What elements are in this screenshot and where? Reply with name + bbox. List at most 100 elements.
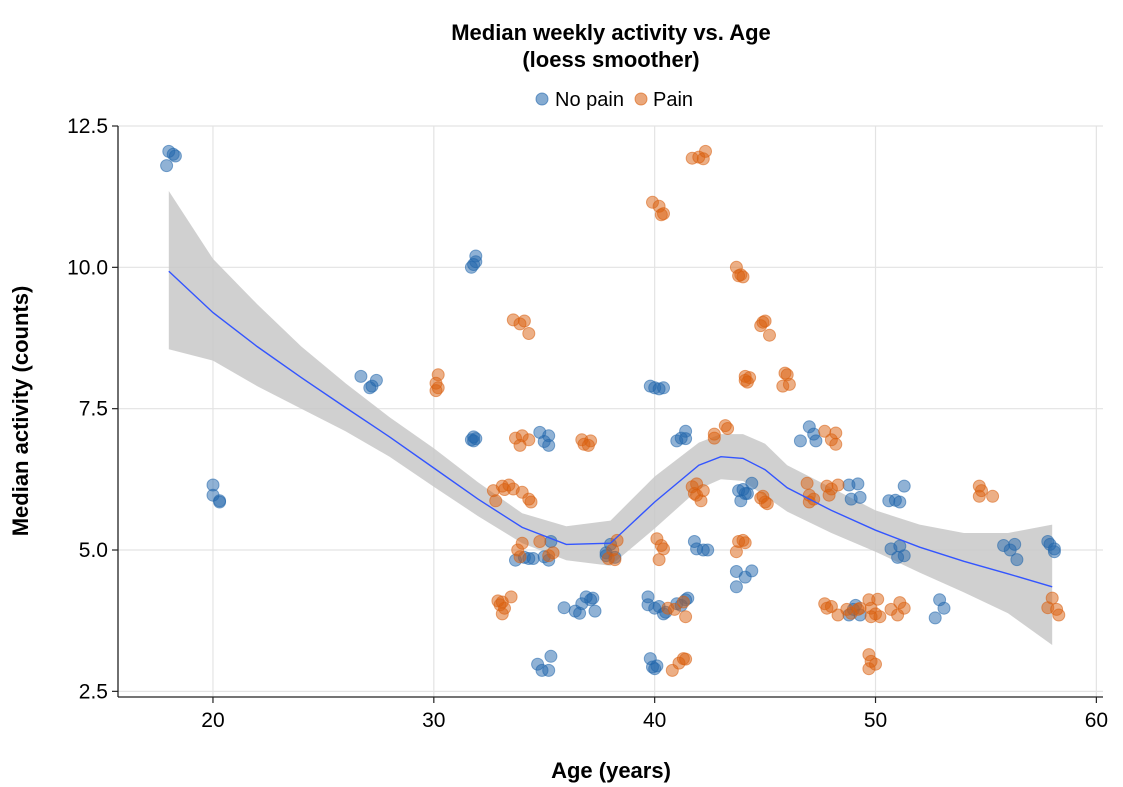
data-point-pain (1052, 608, 1066, 622)
data-point-no-pain (937, 601, 951, 615)
data-point-pain (864, 610, 878, 624)
data-point-pain (513, 438, 527, 452)
data-point-no-pain (557, 601, 571, 615)
data-point-pain (517, 314, 531, 328)
data-point-no-pain (467, 258, 481, 271)
data-point-pain (608, 553, 622, 567)
x-tick-label: 50 (864, 709, 887, 732)
data-point-pain (679, 652, 693, 666)
y-tick-label: 5.0 (79, 539, 108, 562)
legend-label-pain: Pain (653, 89, 693, 111)
y-tick-label: 7.5 (79, 398, 108, 421)
data-point-pain (652, 553, 666, 567)
data-point-pain (699, 144, 712, 158)
y-tick-label: 10.0 (67, 256, 108, 279)
data-point-no-pain (809, 434, 823, 448)
data-point-pain (679, 610, 693, 624)
data-point-pain (831, 478, 845, 492)
data-point-pain (756, 489, 770, 503)
data-point-no-pain (160, 159, 174, 173)
data-point-pain (489, 494, 503, 508)
data-point-no-pain (736, 483, 750, 496)
data-point-no-pain (213, 494, 227, 508)
legend-label-no-pain: No pain (555, 89, 624, 111)
data-point-pain (610, 533, 624, 547)
data-point-no-pain (586, 591, 600, 605)
chart-title: Median weekly activity vs. Age (451, 20, 771, 45)
data-point-no-pain (1008, 537, 1022, 551)
data-point-no-pain (897, 549, 911, 563)
y-tick-label: 2.5 (79, 680, 108, 703)
data-point-pain (972, 489, 986, 503)
data-point-no-pain (745, 564, 759, 578)
data-point-no-pain (928, 611, 942, 625)
data-point-pain (829, 426, 843, 440)
data-point-pain (707, 431, 721, 445)
data-point-pain (763, 328, 776, 342)
data-point-no-pain (897, 479, 911, 493)
data-point-no-pain (544, 649, 558, 663)
data-point-pain (696, 484, 710, 498)
data-point-pain (782, 377, 796, 391)
data-point-no-pain (650, 659, 664, 673)
axes: 20 30 40 50 60 2.5 5.0 7.5 10.0 12.5 (67, 115, 1108, 732)
data-point-no-pain (729, 580, 743, 594)
grid (118, 125, 1103, 697)
data-point-no-pain (1047, 542, 1061, 556)
data-point-pain (738, 536, 752, 550)
data-point-pain (524, 495, 538, 509)
data-point-no-pain (745, 476, 759, 490)
data-point-pain (986, 489, 1000, 503)
legend-key-no-pain (535, 92, 549, 106)
data-point-pain (495, 595, 509, 609)
data-point-no-pain (467, 430, 481, 444)
data-point-no-pain (588, 604, 602, 618)
data-point-pain (429, 384, 443, 398)
data-point-pain (513, 550, 527, 564)
data-point-pain (546, 546, 560, 560)
data-point-pain (829, 437, 843, 451)
data-point-no-pain (701, 543, 715, 557)
data-point-pain (871, 592, 885, 606)
data-point-no-pain (166, 147, 180, 161)
data-point-no-pain (526, 552, 540, 565)
data-point-pain (729, 545, 743, 559)
data-point-pain (736, 270, 750, 284)
data-point-no-pain (657, 381, 670, 395)
y-axis-title: Median activity (counts) (8, 286, 33, 537)
x-tick-label: 60 (1085, 709, 1108, 732)
data-point-pain (515, 536, 529, 550)
data-point-no-pain (851, 477, 865, 491)
data-point-no-pain (893, 495, 907, 509)
data-point-no-pain (679, 432, 693, 446)
data-point-no-pain (853, 490, 867, 504)
data-point-pain (822, 488, 836, 502)
legend-key-pain (634, 92, 648, 106)
data-point-pain (820, 601, 834, 615)
data-points (160, 144, 1066, 677)
x-tick-label: 40 (643, 709, 666, 732)
data-point-pain (676, 595, 690, 609)
loess-line (168, 270, 1053, 588)
data-point-pain (581, 438, 595, 452)
data-point-pain (869, 657, 882, 671)
data-point-pain (897, 601, 911, 615)
loess-curve (168, 270, 1053, 588)
data-point-pain (657, 542, 670, 556)
confidence-band-area (168, 191, 1053, 645)
legend: No pain Pain (535, 89, 693, 111)
data-point-no-pain (365, 379, 379, 393)
chart-subtitle: (loess smoother) (522, 47, 699, 72)
data-point-pain (657, 207, 670, 221)
x-tick-label: 20 (201, 709, 224, 732)
data-point-no-pain (542, 429, 556, 443)
data-point-pain (756, 315, 770, 329)
data-point-no-pain (573, 606, 587, 620)
x-tick-label: 30 (422, 709, 445, 732)
confidence-band (168, 191, 1053, 645)
data-point-pain (515, 485, 529, 499)
data-point-pain (668, 602, 681, 616)
data-point-pain (1045, 591, 1059, 605)
data-point-pain (522, 327, 536, 340)
